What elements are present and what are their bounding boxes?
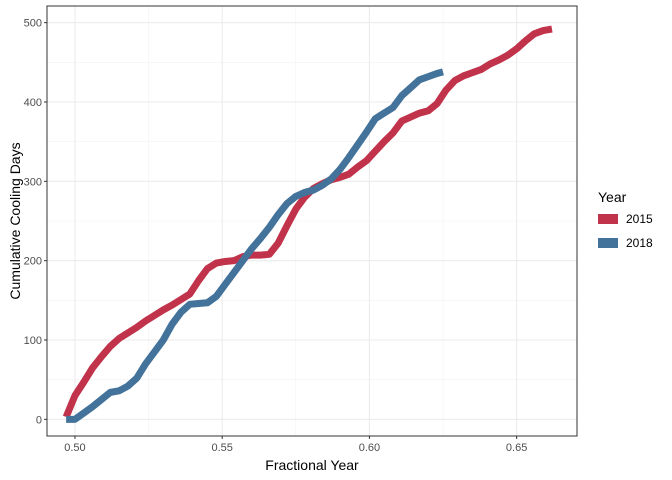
x-axis-title: Fractional Year bbox=[265, 457, 359, 473]
y-tick-label: 400 bbox=[24, 97, 42, 109]
y-tick-label: 0 bbox=[36, 414, 42, 426]
grid-lines bbox=[47, 6, 577, 436]
y-axis-title: Cumulative Cooling Days bbox=[7, 142, 23, 299]
y-tick-label: 500 bbox=[24, 18, 42, 30]
x-tick-label: 0.55 bbox=[211, 442, 232, 454]
y-axis: 0 100 200 300 400 500 bbox=[24, 18, 47, 426]
x-tick-label: 0.60 bbox=[359, 442, 380, 454]
y-tick-label: 100 bbox=[24, 335, 42, 347]
legend-label-2015: 2015 bbox=[626, 212, 653, 226]
legend-key-2018 bbox=[598, 238, 618, 248]
legend-title: Year bbox=[598, 189, 627, 205]
legend-label-2018: 2018 bbox=[626, 236, 653, 250]
x-tick-label: 0.50 bbox=[64, 442, 85, 454]
x-axis: 0.50 0.55 0.60 0.65 bbox=[64, 436, 527, 454]
series-layer bbox=[62, 25, 553, 423]
y-tick-label: 300 bbox=[24, 176, 42, 188]
legend: Year 2015 2018 bbox=[598, 189, 653, 250]
plot-border bbox=[46, 5, 578, 437]
x-tick-label: 0.65 bbox=[506, 442, 527, 454]
legend-key-2015 bbox=[598, 214, 618, 224]
series-line-2018 bbox=[66, 68, 444, 423]
y-tick-label: 200 bbox=[24, 256, 42, 268]
